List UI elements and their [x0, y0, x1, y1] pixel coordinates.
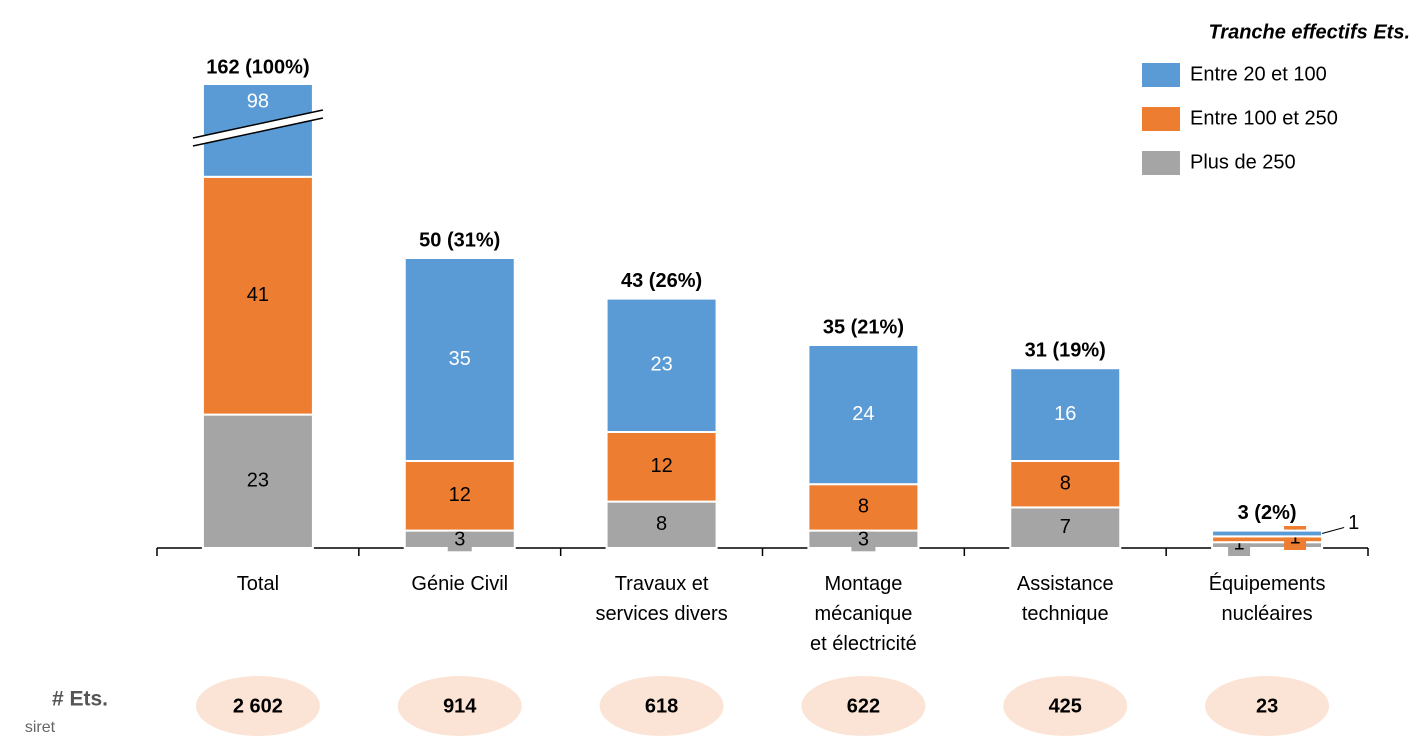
bar-segment: [807, 483, 920, 532]
x-tick-label-line: mécanique: [814, 603, 912, 625]
legend-swatch: [1142, 151, 1180, 175]
value-label: 35: [449, 348, 471, 370]
ets-value: 618: [645, 695, 678, 717]
x-tick-label-line: Assistance: [1017, 573, 1114, 595]
value-label: 3: [454, 529, 465, 551]
bar-segment: [605, 297, 718, 433]
value-label: 23: [650, 354, 672, 376]
total-label: 162 (100%): [206, 56, 309, 78]
value-label: 3: [858, 529, 869, 551]
value-label: 41: [247, 284, 269, 306]
x-tick-label: Total: [237, 573, 279, 595]
bar-segment: [1009, 367, 1122, 463]
x-tick-label-line: services divers: [595, 603, 727, 625]
ets-bubble: [397, 676, 522, 736]
bar-segment: [201, 413, 314, 549]
value-label: 98: [247, 90, 269, 112]
total-label: 31 (19%): [1025, 339, 1106, 361]
bar-segment: [605, 431, 718, 503]
ets-value: 914: [443, 695, 477, 717]
x-tick-label-line: Génie Civil: [411, 573, 508, 595]
x-tick-label: Travaux et services divers: [595, 573, 727, 625]
value-label: 1: [1234, 532, 1245, 554]
ets-value: 425: [1049, 695, 1082, 717]
bar-segment: [1211, 529, 1324, 538]
value-label: 24: [852, 403, 874, 425]
x-tick-label-line: Travaux et: [615, 573, 709, 595]
bar-segment: [201, 175, 314, 416]
x-tick-label-line: nucléaires: [1221, 603, 1312, 625]
ets-bubble: [801, 676, 926, 736]
legend-title: Tranche effectifs Ets.: [1208, 21, 1410, 43]
value-label: 12: [449, 484, 471, 506]
total-label: 50 (31%): [419, 229, 500, 251]
x-tick-label-line: Montage: [824, 573, 902, 595]
legend-label: Entre 100 et 250: [1190, 107, 1338, 129]
value-label: 23: [247, 470, 269, 492]
x-tick-label: Montage mécanique et électricité: [810, 573, 917, 655]
x-tick-label-line: technique: [1022, 603, 1109, 625]
bar-segment: [1009, 460, 1122, 509]
value-label: 7: [1060, 516, 1071, 538]
ets-label: # Ets.: [52, 688, 108, 711]
axis-break-line: [192, 109, 324, 139]
value-label: 1: [1348, 512, 1359, 534]
ets-value: 23: [1256, 695, 1278, 717]
x-tick-label-line: Total: [237, 573, 279, 595]
bar-segment: [403, 257, 516, 462]
x-tick-label: Équipements nucléaires: [1209, 572, 1326, 625]
x-tick-label: Assistance technique: [1017, 573, 1114, 625]
ets-bubble: [599, 676, 724, 736]
value-label: 8: [1060, 472, 1071, 494]
legend-swatch: [1142, 63, 1180, 87]
ets-bubble: [1003, 676, 1128, 736]
axis-break: [192, 110, 323, 146]
value-label: 8: [858, 496, 869, 518]
ets-value: 2 602: [233, 695, 283, 717]
ets-bubble: [1205, 676, 1330, 736]
ets-sublabel: siret: [25, 719, 56, 736]
total-label: 3 (2%): [1238, 502, 1297, 524]
bar-segment: [403, 460, 516, 532]
legend-label: Plus de 250: [1190, 151, 1296, 173]
x-tick-label-line: Équipements: [1209, 572, 1326, 595]
ets-bubble: [195, 676, 320, 736]
total-label: 35 (21%): [823, 316, 904, 338]
x-tick-label: Génie Civil: [411, 573, 508, 595]
ets-value: 622: [847, 695, 880, 717]
leader-line: [1321, 527, 1345, 534]
value-label: 16: [1054, 403, 1076, 425]
x-tick-label-line: et électricité: [810, 633, 917, 655]
legend-label: Entre 20 et 100: [1190, 63, 1327, 85]
total-label: 43 (26%): [621, 270, 702, 292]
axis-break-line: [192, 117, 324, 147]
bar-segment: [807, 344, 920, 486]
value-label: 8: [656, 513, 667, 535]
legend-swatch: [1142, 107, 1180, 131]
value-label: 12: [650, 455, 672, 477]
